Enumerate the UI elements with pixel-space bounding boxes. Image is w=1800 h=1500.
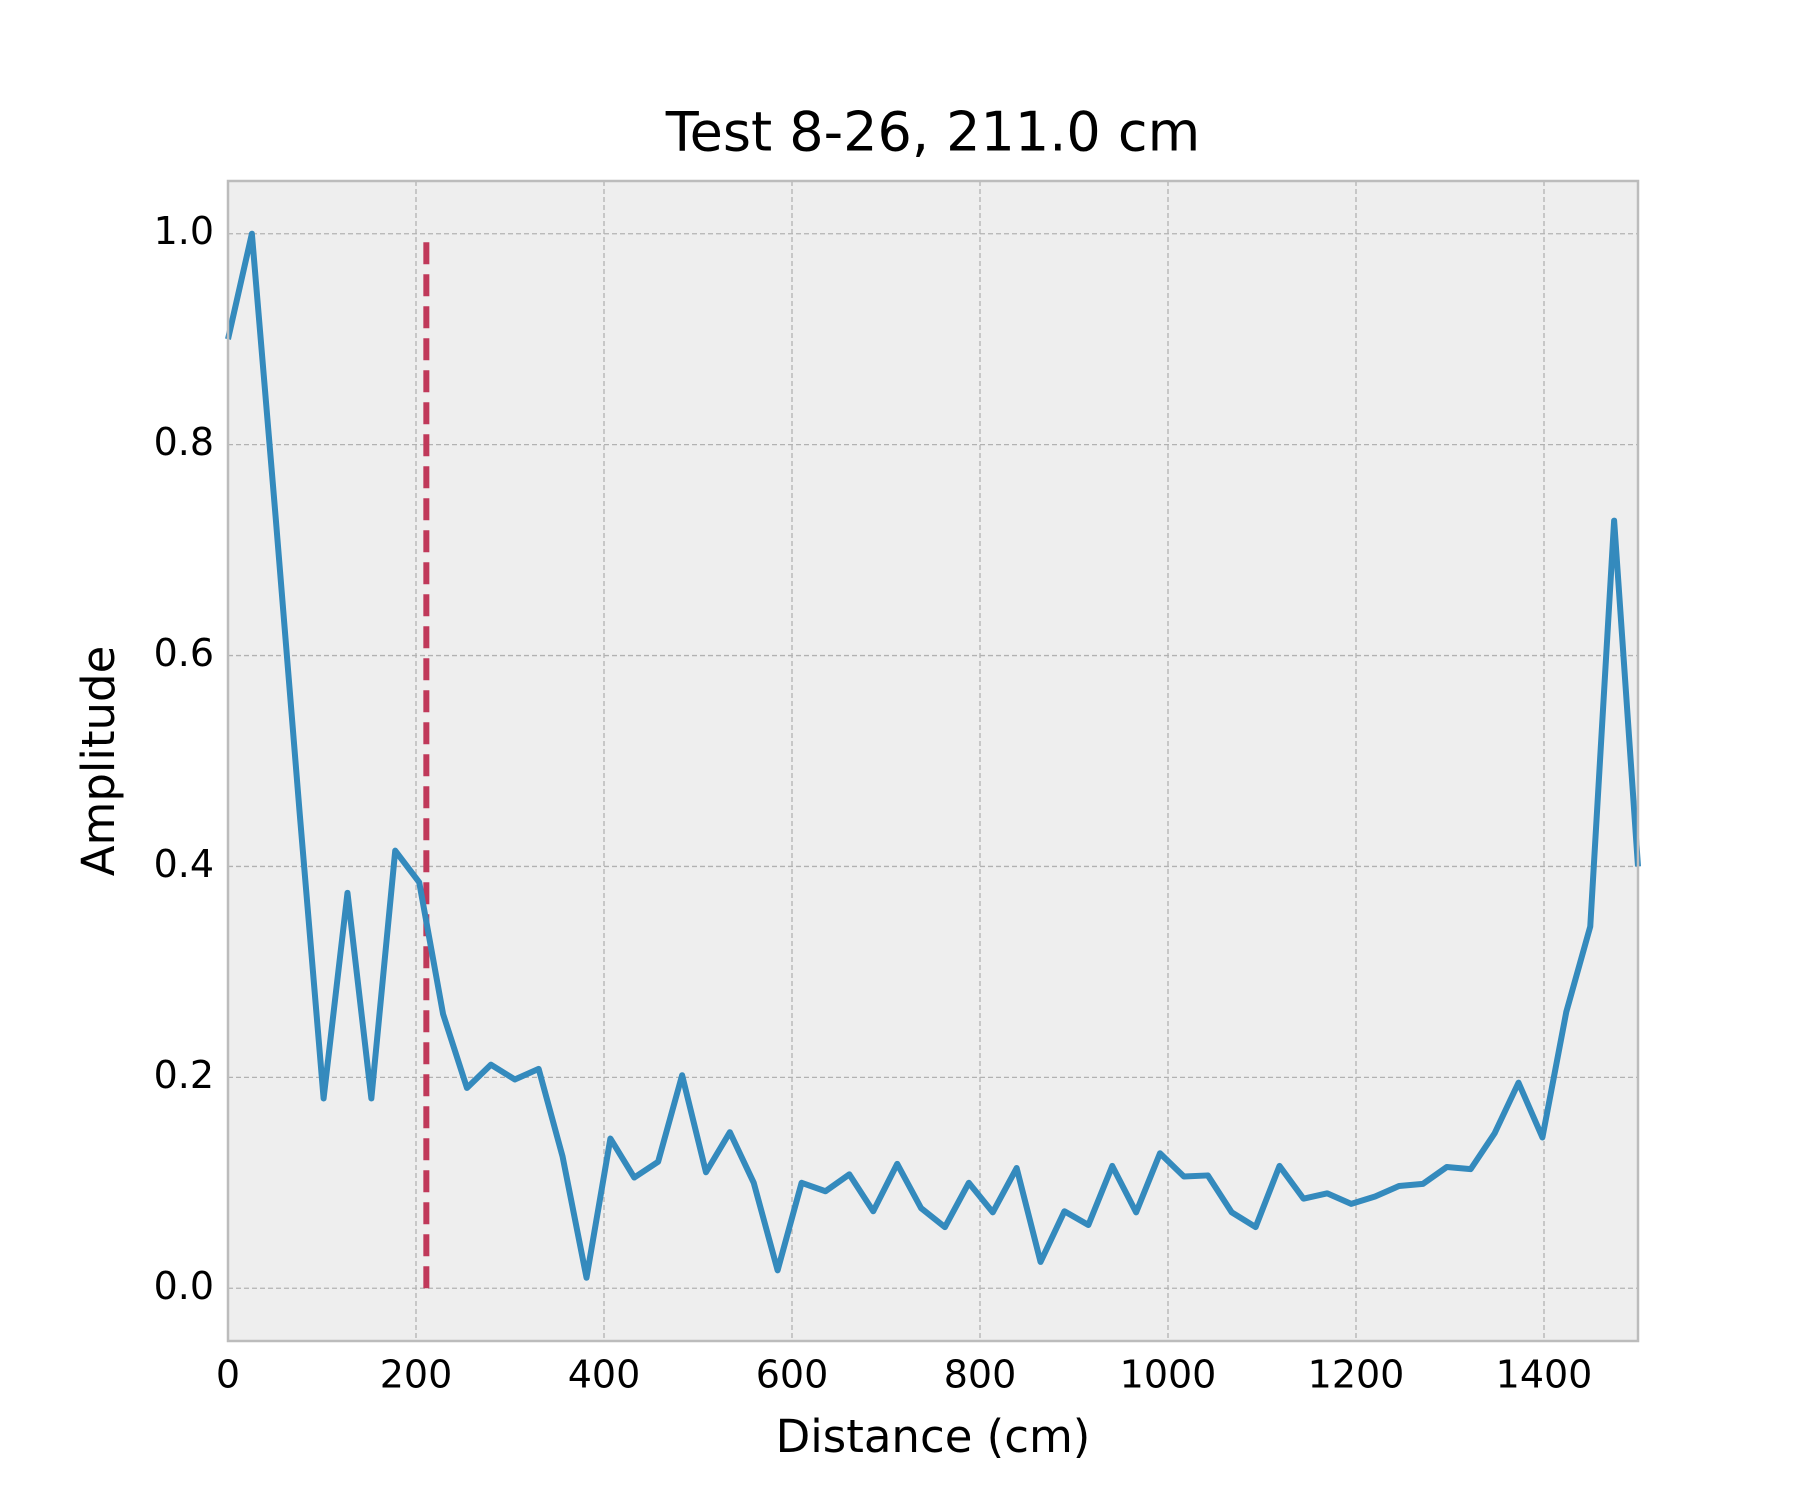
plot-frame <box>226 179 1640 1343</box>
chart-title: Test 8-26, 211.0 cm <box>665 101 1200 164</box>
y-tick-label: 0.2 <box>154 1053 214 1097</box>
y-tick-label: 0.8 <box>154 420 214 464</box>
x-tick-label: 400 <box>568 1353 641 1397</box>
y-axis-label: Amplitude <box>72 646 125 877</box>
y-tick-label: 0.0 <box>154 1264 214 1308</box>
plot-area <box>228 181 1638 1341</box>
y-tick-label: 1.0 <box>154 209 214 253</box>
x-tick-label: 1000 <box>1120 1353 1217 1397</box>
x-tick-label: 0 <box>216 1353 240 1397</box>
x-axis-label: Distance (cm) <box>776 1410 1091 1463</box>
y-tick-label: 0.6 <box>154 631 214 675</box>
data-line <box>225 230 1641 1281</box>
x-tick-label: 1400 <box>1496 1353 1593 1397</box>
x-tick-label: 800 <box>944 1353 1017 1397</box>
x-tick-label: 200 <box>380 1353 453 1397</box>
y-tick-label: 0.4 <box>154 842 214 886</box>
x-tick-label: 1200 <box>1308 1353 1405 1397</box>
x-tick-label: 600 <box>756 1353 829 1397</box>
